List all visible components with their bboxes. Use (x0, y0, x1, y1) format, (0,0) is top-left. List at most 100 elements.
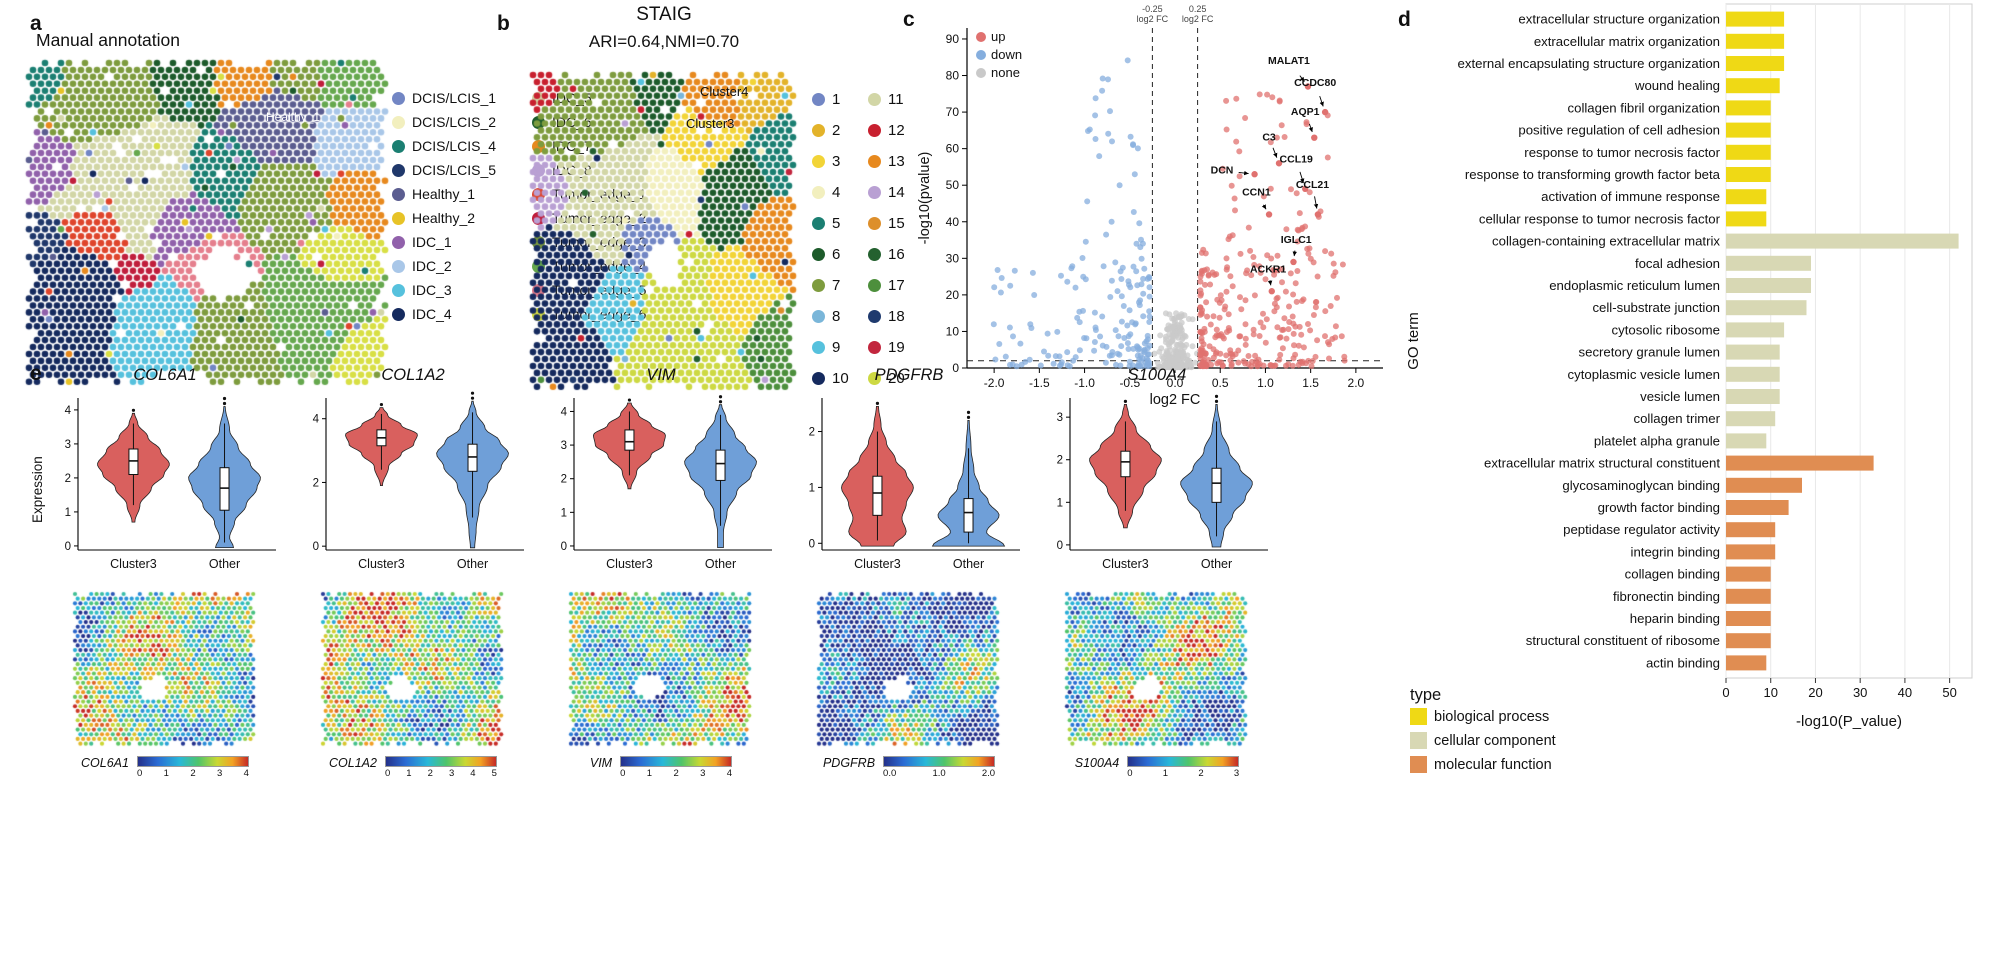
point (1044, 330, 1051, 337)
colorbar-tick: 3 (216, 768, 223, 779)
colorbar: COL1A2 0 1 2 3 4 5 (292, 756, 534, 779)
point (1294, 238, 1301, 245)
legend-swatch (868, 155, 881, 168)
legend-swatch (392, 139, 405, 153)
colorbar-tick: 2 (427, 768, 433, 779)
go-bar (1726, 11, 1785, 27)
point (1269, 94, 1276, 101)
go-term-label: focal adhesion (1635, 256, 1720, 271)
point (996, 341, 1003, 347)
colorbar-gene-label: S100A4 (1074, 756, 1120, 770)
legend-swatch (812, 248, 825, 261)
point (1247, 247, 1254, 254)
gene-arrow (1299, 75, 1305, 82)
point (1181, 312, 1188, 319)
colorbar-gene-label: VIM (589, 756, 613, 770)
point (1144, 332, 1151, 339)
point (1228, 361, 1235, 367)
point (1115, 333, 1122, 340)
point (1242, 341, 1249, 348)
y-tick-label: 3 (1057, 412, 1063, 424)
point (1290, 291, 1297, 298)
y-tick-label: 10 (946, 324, 960, 338)
point (1204, 266, 1210, 273)
go-term-label: secretory granule lumen (1579, 345, 1720, 360)
point (1192, 359, 1199, 366)
category-label: Other (209, 557, 240, 571)
x-tick-label: 1.0 (1257, 376, 1274, 390)
point (1124, 340, 1131, 347)
outlier-dot (875, 401, 880, 405)
point (1285, 326, 1292, 333)
point (1028, 325, 1035, 331)
x-tick-label: 0.5 (1212, 376, 1229, 390)
point (1158, 345, 1165, 352)
point (1160, 358, 1167, 365)
legend-item: Healthy_1 (392, 182, 520, 206)
gene-arrow (1313, 196, 1319, 209)
point (1140, 313, 1147, 320)
point (1138, 255, 1145, 262)
go-term-label: external encapsulating structure organiz… (1458, 56, 1720, 71)
go-bar (1726, 255, 1811, 271)
point (1256, 333, 1263, 339)
legend-label: Healthy_1 (412, 186, 476, 202)
point (1327, 303, 1334, 309)
point (1221, 306, 1228, 313)
point (1100, 263, 1107, 270)
point (1127, 133, 1134, 140)
panel-a-title: Manual annotation (36, 30, 180, 50)
point (1146, 284, 1153, 291)
point (1125, 333, 1132, 340)
boxplot-box (128, 448, 139, 476)
point (1105, 76, 1111, 83)
go-bar (1726, 544, 1776, 560)
legend-label: 3 (832, 153, 841, 170)
scatter-points (990, 57, 1348, 371)
point (992, 356, 999, 363)
legend-swatch (812, 124, 825, 137)
violin-plot: 0 1 2 3 4 Cluster3 Other (65, 396, 276, 571)
point (1242, 335, 1249, 342)
legend-item: 15 (868, 208, 912, 239)
point (1132, 321, 1139, 328)
x-tick-label: 0.0 (1167, 376, 1184, 390)
point (1213, 326, 1220, 333)
legend-item: 8 (812, 301, 856, 332)
point (1177, 322, 1183, 329)
point (1251, 261, 1258, 268)
point (1109, 352, 1115, 359)
gene-label: CCDC80 (1294, 77, 1336, 89)
legend-item: 10 (812, 363, 856, 394)
point (1291, 342, 1297, 349)
point (1326, 355, 1332, 362)
point (1224, 264, 1231, 271)
outlier-dot (222, 396, 227, 401)
gene-point (1311, 134, 1318, 141)
point (1255, 356, 1262, 363)
type-legend-swatch (1410, 732, 1427, 749)
point (1105, 130, 1112, 137)
colorbar-gradient (1127, 756, 1240, 767)
point (1151, 350, 1158, 357)
go-bar (1726, 566, 1771, 582)
point (1013, 363, 1020, 370)
point (1218, 359, 1225, 366)
fc-threshold-unit: log2 FC (1182, 14, 1214, 24)
legend-label: none (991, 65, 1020, 80)
spatial-feature-map (71, 590, 257, 748)
legend-item: 6 (812, 239, 856, 270)
point (1160, 362, 1167, 369)
point (1338, 333, 1345, 340)
point (1083, 335, 1090, 342)
point (1223, 97, 1230, 104)
gene-label: CCL19 (1280, 154, 1313, 166)
legend-swatch (392, 235, 405, 249)
point (1276, 98, 1283, 105)
point (1131, 171, 1138, 178)
point (1322, 308, 1329, 315)
go-bar (1726, 278, 1811, 293)
y-tick-label: 4 (561, 406, 568, 418)
point (1107, 294, 1114, 300)
category-label: Cluster3 (358, 557, 405, 571)
